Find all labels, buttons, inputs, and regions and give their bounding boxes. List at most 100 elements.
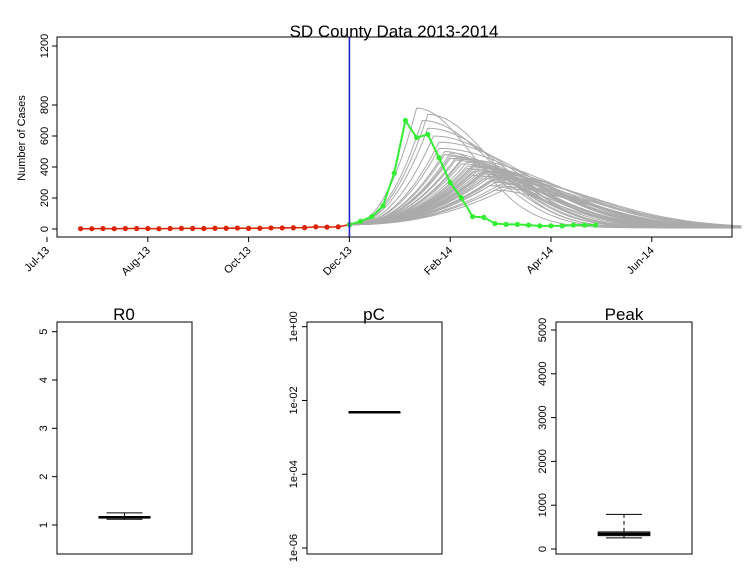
boxplot-pc-title: pC <box>363 305 385 324</box>
validation-point <box>481 214 487 220</box>
boxplot-r0-panel: R0 1 2 3 4 5 <box>38 305 193 555</box>
simulation-line <box>349 166 742 227</box>
observed-point <box>324 224 330 230</box>
validation-point <box>425 131 431 138</box>
validation-point <box>570 222 577 228</box>
validation-point <box>470 214 476 220</box>
observed-point <box>78 226 84 232</box>
validation-point <box>391 170 397 176</box>
simulation-line <box>349 176 742 228</box>
y-tick-label: 5000 <box>537 318 549 342</box>
observed-point <box>313 224 319 230</box>
y-tick-label: 1200 <box>39 34 51 58</box>
boxplot-peak: 0 1000 2000 3000 4000 5000 <box>537 318 651 552</box>
observed-point <box>212 225 218 231</box>
y-axis-label: Number of Cases <box>16 95 28 181</box>
observed-point <box>178 225 184 231</box>
observed-point <box>302 225 308 231</box>
y-tick-label: 1 <box>38 522 50 528</box>
boxplot-pc-panel: pC 1e-06 1e-04 1e-02 1e+00 <box>288 305 443 562</box>
observed-point <box>246 225 252 231</box>
boxplot-r0: 1 2 3 4 5 <box>38 329 151 528</box>
x-tick-label: Jul-13 <box>22 245 52 275</box>
observed-point <box>100 225 106 232</box>
y-tick-label: 0 <box>39 226 51 232</box>
validation-point <box>447 179 453 186</box>
validation-point <box>492 220 498 227</box>
validation-point <box>514 221 521 227</box>
boxplot-peak-frame <box>555 321 693 555</box>
boxplot-pc-frame <box>306 321 443 555</box>
chart-title: SD County Data 2013-2014 <box>290 22 499 41</box>
validation-point <box>369 214 375 220</box>
boxplot-peak-title: Peak <box>605 305 644 324</box>
x-tick-label: Jun-14 <box>625 245 657 277</box>
observed-point <box>145 225 151 232</box>
y-tick-label: 5 <box>38 329 50 335</box>
observed-series <box>78 222 352 232</box>
simulation-lines <box>349 107 742 229</box>
y-tick-label: 1e-02 <box>288 386 300 414</box>
x-tick-label: Apr-14 <box>524 245 556 277</box>
y-tick-label: 2 <box>38 474 50 480</box>
validation-point <box>537 223 543 229</box>
y-tick-label: 200 <box>39 189 51 207</box>
boxplot-r0-frame <box>56 321 193 555</box>
y-tick-label: 3000 <box>537 405 549 429</box>
observed-point <box>279 225 285 231</box>
observed-point <box>290 225 296 231</box>
observed-point <box>335 224 341 230</box>
validation-point <box>414 134 420 141</box>
observed-point <box>167 225 173 232</box>
validation-point <box>380 203 386 209</box>
y-tick-label: 1e-06 <box>288 534 300 562</box>
observed-point <box>122 225 128 232</box>
y-tick-label: 4000 <box>537 362 549 386</box>
x-tick-label: Oct-13 <box>222 245 254 277</box>
y-tick-label: 2000 <box>537 449 549 473</box>
y-tick-label: 0 <box>537 546 549 552</box>
validation-point <box>559 223 565 229</box>
y-tick-label: 600 <box>39 127 51 145</box>
observed-point <box>89 226 95 232</box>
observed-point <box>268 225 274 231</box>
y-tick-label: 400 <box>39 158 51 176</box>
timeseries-plot-frame <box>56 36 733 238</box>
simulation-line <box>349 180 742 229</box>
observed-point <box>257 225 263 231</box>
boxplot-pc: 1e-06 1e-04 1e-02 1e+00 <box>288 311 401 562</box>
simulation-line <box>349 185 742 228</box>
simulation-line <box>349 189 742 229</box>
validation-point <box>458 195 464 201</box>
validation-point <box>582 222 588 228</box>
x-tick-label: Feb-14 <box>422 245 455 278</box>
validation-point <box>503 221 509 227</box>
validation-point <box>526 222 532 228</box>
x-tick-label: Dec-13 <box>321 245 355 279</box>
observed-point <box>111 226 117 232</box>
validation-point <box>548 223 554 229</box>
observed-point <box>201 225 207 232</box>
x-tick-label: Aug-13 <box>119 245 153 279</box>
y-tick-label: 1e+00 <box>288 311 300 342</box>
boxplot-peak-panel: Peak 0 1000 2000 3000 4000 5000 <box>537 305 693 555</box>
validation-point <box>593 222 599 228</box>
y-axis: 0 200 400 600 800 1200 <box>39 34 57 232</box>
y-tick-label: 4 <box>38 377 50 383</box>
y-tick-label: 1e-04 <box>288 460 300 488</box>
observed-point <box>156 226 162 232</box>
observed-point <box>223 225 229 231</box>
x-axis: Jul-13 Aug-13 Oct-13 Dec-13 Feb-14 Apr-14 Jun-… <box>22 237 657 279</box>
y-tick-label: 800 <box>39 96 51 114</box>
observed-point <box>134 225 140 232</box>
validation-point <box>436 155 442 161</box>
timeseries-panel: SD County Data 2013-2014 0 200 400 600 800 12… <box>16 22 742 279</box>
validation-point <box>358 218 364 224</box>
observed-point <box>190 225 196 231</box>
y-tick-label: 1000 <box>537 493 549 517</box>
y-tick-label: 3 <box>38 425 50 431</box>
validation-series <box>346 117 599 229</box>
observed-point <box>234 225 240 231</box>
validation-point <box>402 117 408 124</box>
